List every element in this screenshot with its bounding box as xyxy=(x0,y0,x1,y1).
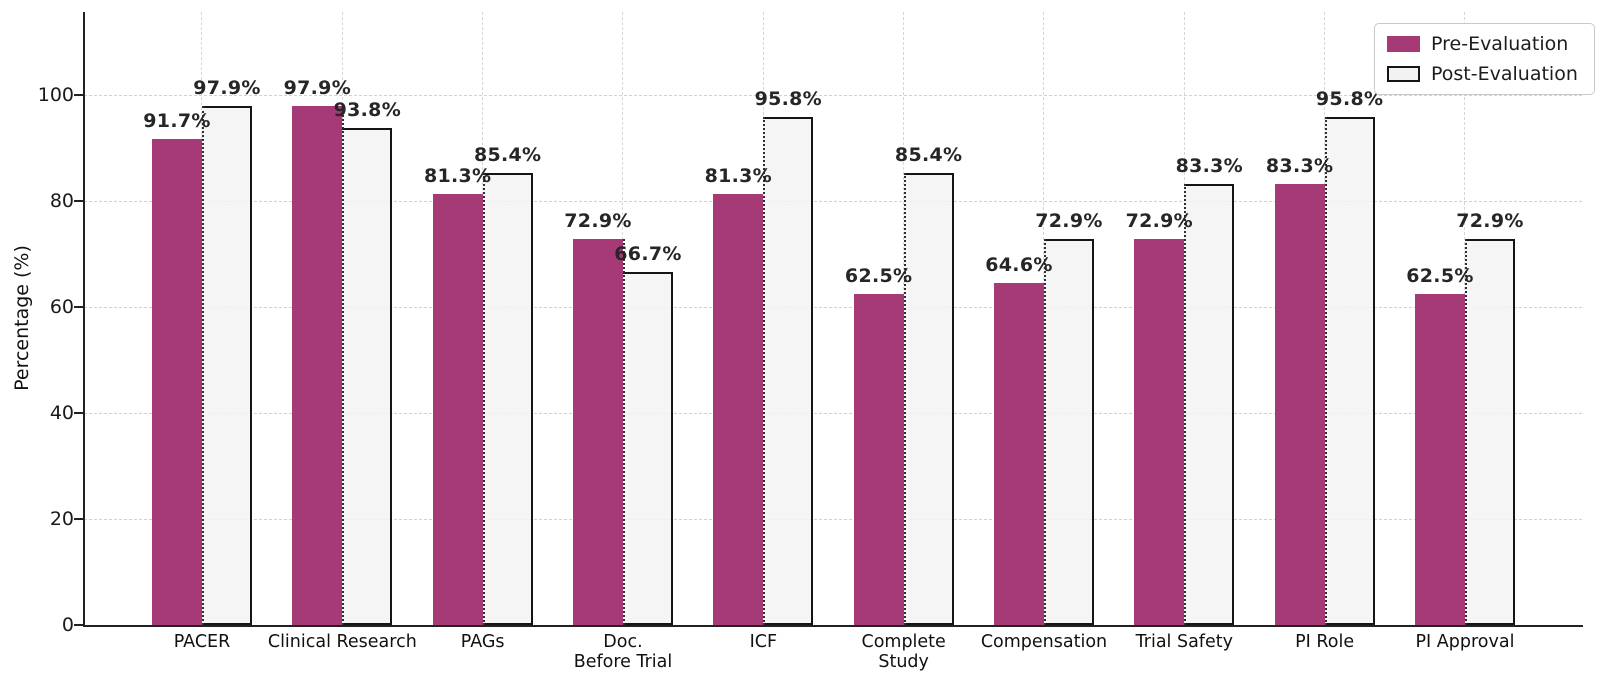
x-tick-label-7: Trial Safety xyxy=(1135,632,1233,652)
pre-evaluation-bar xyxy=(572,238,623,625)
gridline-h-20 xyxy=(84,519,1582,521)
pre-value-label: 72.9% xyxy=(1125,209,1194,232)
post-evaluation-bar xyxy=(202,106,252,625)
legend-item-pre-evaluation: Pre-Evaluation xyxy=(1387,33,1578,55)
plot-area: 91.7% 97.9% 97.9% 93.8% 81.3% 85.4% 72.9% 66.7%… xyxy=(84,12,1582,625)
pre-value-label: 91.7% xyxy=(143,110,211,133)
post-value-label: 72.9% xyxy=(1456,209,1524,232)
post-evaluation-bar xyxy=(903,172,954,625)
group-center-line xyxy=(903,172,906,625)
x-axis-spine xyxy=(83,625,1583,627)
bar-group-1: 97.9% 93.8% xyxy=(284,12,401,625)
legend: Pre-Evaluation Post-Evaluation xyxy=(1374,23,1595,95)
post-value-label: 95.8% xyxy=(1315,88,1384,111)
gridline-h-80 xyxy=(84,201,1582,203)
pre-evaluation-bar xyxy=(853,293,904,625)
x-tick-label-5: Complete Study xyxy=(861,632,946,672)
y-tick-mark-20 xyxy=(74,518,83,521)
bar-group-9: 62.5% 72.9% xyxy=(1406,12,1523,625)
group-center-line xyxy=(482,172,485,625)
group-center-line xyxy=(202,106,204,625)
post-evaluation-bar xyxy=(1184,183,1235,625)
pre-evaluation-bar xyxy=(292,106,343,625)
post-evaluation-bar xyxy=(342,128,393,625)
post-evaluation-bar xyxy=(1464,238,1515,625)
post-value-label: 95.8% xyxy=(754,88,823,111)
group-center-line xyxy=(342,106,345,625)
post-evaluation-swatch-icon xyxy=(1387,66,1420,82)
x-tick-label-2: PAGs xyxy=(460,632,505,652)
y-tick-label-60: 60 xyxy=(49,296,74,319)
pre-evaluation-bar xyxy=(993,282,1044,625)
bar-group-7: 72.9% 83.3% xyxy=(1126,12,1243,625)
gridline-h-60 xyxy=(84,307,1582,309)
pre-evaluation-bar xyxy=(1414,293,1465,625)
pre-value-label: 64.6% xyxy=(985,253,1053,276)
y-tick-label-80: 80 xyxy=(49,190,74,213)
bar-group-8: 83.3% 95.8% xyxy=(1266,12,1383,625)
bar-group-0: 91.7% 97.9% xyxy=(143,12,260,625)
x-tick-label-0: PACER xyxy=(173,632,231,652)
post-value-label: 85.4% xyxy=(473,143,542,166)
pre-evaluation-bar xyxy=(152,139,202,625)
x-tick-label-4: ICF xyxy=(749,632,778,652)
post-evaluation-bar xyxy=(1043,238,1094,625)
pre-value-label: 81.3% xyxy=(423,165,492,188)
x-tick-label-9: PI Approval xyxy=(1415,632,1515,652)
y-tick-mark-60 xyxy=(74,306,83,309)
post-evaluation-bar xyxy=(1324,117,1375,625)
y-tick-label-40: 40 xyxy=(49,402,74,425)
gridline-h-40 xyxy=(84,413,1582,415)
post-value-label: 83.3% xyxy=(1175,154,1244,177)
y-tick-label-100: 100 xyxy=(37,84,74,107)
pre-value-label: 72.9% xyxy=(564,209,632,232)
x-tick-label-3: Doc. Before Trial xyxy=(573,632,673,672)
group-center-line xyxy=(1184,183,1187,625)
post-evaluation-bar xyxy=(622,271,673,625)
post-value-label: 85.4% xyxy=(894,143,963,166)
post-evaluation-bar xyxy=(482,172,533,625)
pre-value-label: 83.3% xyxy=(1265,154,1334,177)
group-center-line xyxy=(763,117,766,625)
post-evaluation-bar xyxy=(763,117,814,625)
group-center-line xyxy=(1043,238,1046,625)
pre-evaluation-bar xyxy=(1274,183,1325,625)
y-tick-label-20: 20 xyxy=(49,508,74,531)
legend-label-post: Post-Evaluation xyxy=(1431,63,1578,85)
pre-value-label: 62.5% xyxy=(1406,264,1474,287)
post-value-label: 72.9% xyxy=(1035,209,1103,232)
y-tick-mark-40 xyxy=(74,412,83,415)
legend-item-post-evaluation: Post-Evaluation xyxy=(1387,63,1578,85)
gridline-h-100 xyxy=(84,95,1582,97)
pre-value-label: 62.5% xyxy=(844,264,913,287)
x-tick-label-6: Compensation xyxy=(980,632,1108,652)
x-tick-label-8: PI Role xyxy=(1295,632,1355,652)
group-center-line xyxy=(1324,117,1327,625)
post-value-label: 97.9% xyxy=(193,77,261,100)
pre-evaluation-bar xyxy=(713,194,764,625)
group-center-line xyxy=(1464,238,1467,625)
post-value-label: 66.7% xyxy=(614,242,682,265)
pre-evaluation-swatch-icon xyxy=(1387,36,1420,52)
pre-value-label: 81.3% xyxy=(704,165,773,188)
legend-label-pre: Pre-Evaluation xyxy=(1431,33,1569,55)
bar-group-6: 64.6% 72.9% xyxy=(985,12,1102,625)
bar-group-3: 72.9% 66.7% xyxy=(564,12,681,625)
pre-evaluation-bar xyxy=(432,194,483,625)
y-tick-mark-80 xyxy=(74,200,83,203)
y-tick-mark-100 xyxy=(74,94,83,97)
pre-evaluation-bar xyxy=(1134,238,1185,625)
bar-group-5: 62.5% 85.4% xyxy=(845,12,962,625)
y-axis-spine xyxy=(83,12,85,627)
x-tick-label-1: Clinical Research xyxy=(267,632,417,652)
pre-value-label: 97.9% xyxy=(283,77,352,100)
y-tick-label-0: 0 xyxy=(61,614,74,636)
y-tick-mark-0 xyxy=(74,624,83,626)
bar-group-4: 81.3% 95.8% xyxy=(705,12,822,625)
post-value-label: 93.8% xyxy=(333,99,402,122)
group-center-line xyxy=(622,238,625,625)
bar-group-2: 81.3% 85.4% xyxy=(424,12,541,625)
